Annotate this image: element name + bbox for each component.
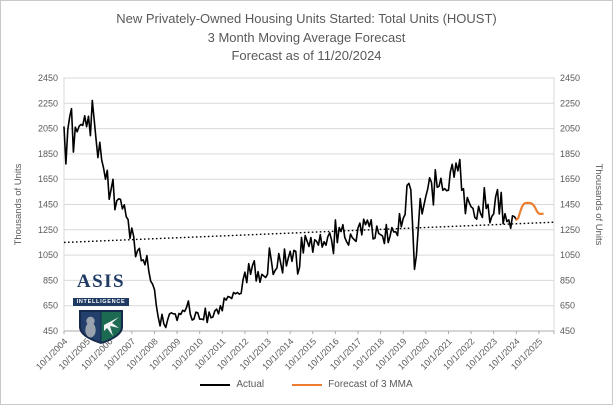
y-axis-tick-label-right: 1650	[560, 174, 580, 184]
actual-series-line	[63, 99, 518, 329]
forecast-series-line	[515, 201, 544, 221]
legend-item-forecast: Forecast of 3 MMA	[292, 379, 413, 390]
y-axis-tick-label-left: 450	[43, 326, 58, 336]
y-axis-tick-label-left: 1050	[38, 250, 58, 260]
chart-title-line3: Forecast as of 11/20/2024	[231, 48, 382, 63]
y-axis-tick-label-left: 2250	[38, 98, 58, 108]
shield-icon	[79, 310, 123, 344]
logo-wordmark: ASIS	[76, 271, 126, 292]
owl-icon	[85, 316, 96, 338]
legend-label-forecast: Forecast of 3 MMA	[328, 379, 413, 390]
actual-line-swatch	[200, 383, 231, 386]
y-axis-tick-label-right: 2450	[560, 73, 580, 83]
shield-right-half	[101, 312, 121, 342]
chart-legend: Actual Forecast of 3 MMA	[1, 379, 612, 390]
y-axis-tick-label-right: 2250	[560, 98, 580, 108]
chart-title-line1: New Privately-Owned Housing Units Starte…	[116, 11, 497, 26]
y-axis-tick-label-right: 850	[560, 275, 575, 285]
y-axis-tick-label-left: 650	[43, 301, 58, 311]
y-axis-title-right: Thousands of Units	[593, 164, 604, 246]
y-axis-tick-label-left: 850	[43, 275, 58, 285]
logo-subtitle: INTELLIGENCE	[72, 298, 130, 306]
y-axis-tick-label-right: 2050	[560, 124, 580, 134]
y-axis-tick-label-right: 1250	[560, 225, 580, 235]
y-axis-tick-label-right: 1450	[560, 200, 580, 210]
y-axis-tick-label-left: 2450	[38, 73, 58, 83]
y-axis-tick-label-right: 1850	[560, 149, 580, 159]
legend-item-actual: Actual	[200, 379, 264, 390]
legend-label-actual: Actual	[236, 379, 265, 390]
forecast-line-swatch	[292, 383, 323, 386]
y-axis-tick-label-left: 2050	[38, 124, 58, 134]
y-axis-tick-label-right: 650	[560, 301, 575, 311]
y-axis-tick-label-right: 1050	[560, 250, 580, 260]
chart-title: New Privately-Owned Housing Units Starte…	[1, 10, 612, 66]
y-axis-tick-label-left: 1250	[38, 225, 58, 235]
y-axis-tick-label-left: 1450	[38, 200, 58, 210]
trendline-dotted	[63, 221, 555, 244]
chart-title-line2: 3 Month Moving Average Forecast	[207, 29, 406, 45]
y-axis-title-left: Thousands of Units	[13, 163, 24, 245]
y-axis-tick-label-right: 450	[560, 326, 575, 336]
y-axis-tick-label-left: 1650	[38, 174, 58, 184]
eagle-icon	[104, 317, 119, 336]
asis-intelligence-logo: ASIS INTELLIGENCE	[63, 271, 139, 345]
y-axis-tick-label-left: 1850	[38, 149, 58, 159]
